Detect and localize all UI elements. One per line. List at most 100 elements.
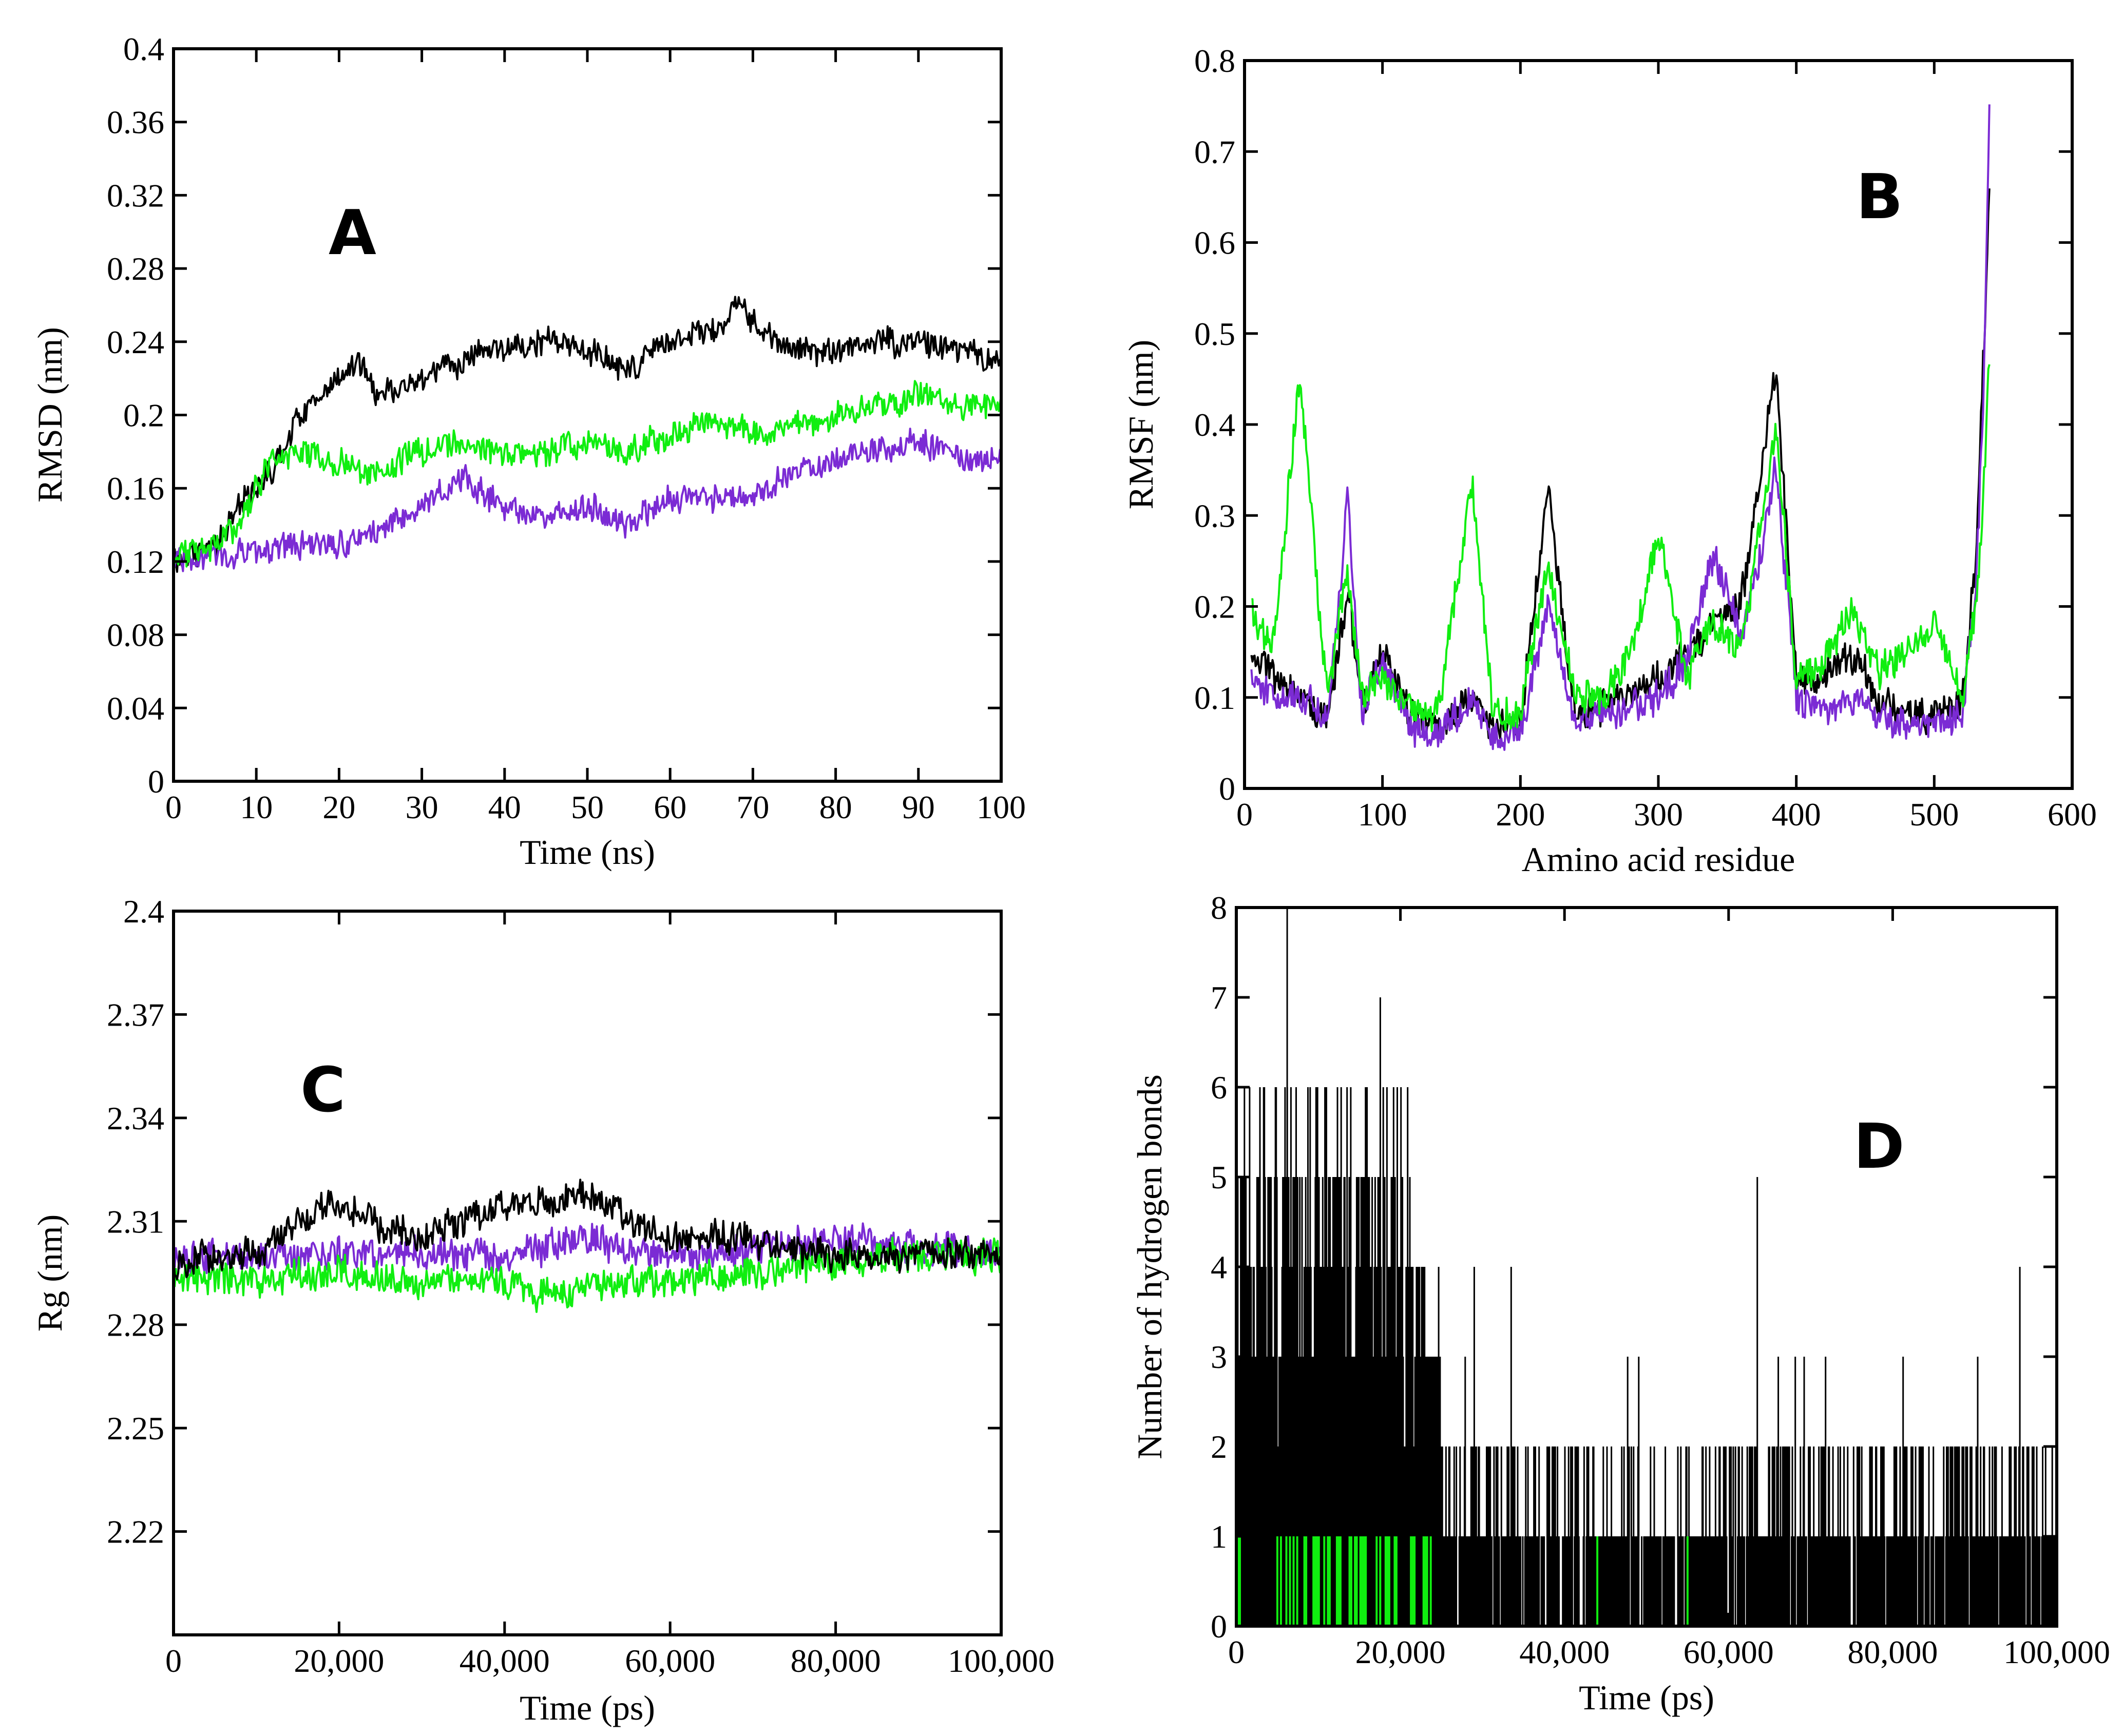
panel-c-ytick-label: 2.25 xyxy=(107,1410,164,1446)
panel-b-xtick-label: 400 xyxy=(1772,796,1821,833)
panel-a-ytick-label: 0.24 xyxy=(107,324,164,360)
panel-d-hbond-bars-black xyxy=(1235,997,2058,1626)
panel-b-plot-area xyxy=(1250,104,1991,751)
panel-c-xtick-label: 60,000 xyxy=(625,1643,715,1679)
panel-c-xtick-label: 80,000 xyxy=(791,1643,881,1679)
panel-a-ytick-label: 0.36 xyxy=(107,104,164,141)
panel-b-xlabel: Amino acid residue xyxy=(1522,840,1795,879)
panel-a-plot-area xyxy=(173,296,1002,573)
panel-d-hbond-chart: 0 20,000 40,000 60,000 80,000 100,000 0 1 2 3 4 5 6 7… xyxy=(1130,890,2110,1717)
panel-c-plot-area xyxy=(173,1179,1002,1313)
panel-c-ytick-label: 2.34 xyxy=(107,1100,164,1136)
panel-a-ytick-label: 0.32 xyxy=(107,177,164,214)
panel-a-xtick-label: 90 xyxy=(902,789,935,825)
panel-a-letter: A xyxy=(329,198,376,269)
panel-a-series-green xyxy=(173,380,1002,568)
panel-d-ytick-label: 5 xyxy=(1211,1159,1227,1195)
panel-c-xtick-label: 40,000 xyxy=(460,1643,550,1679)
panel-c-series-green xyxy=(173,1237,1002,1313)
panel-b-xtick-label: 100 xyxy=(1358,796,1407,833)
panel-c-letter: C xyxy=(300,1055,346,1126)
panel-c-ylabel: Rg (nm) xyxy=(30,1214,69,1332)
panel-a-xtick-label: 0 xyxy=(165,789,182,825)
panel-d-ytick-label: 0 xyxy=(1211,1608,1227,1645)
panel-c-ticks: 0 20,000 40,000 60,000 80,000 100,000 2.22 2.25… xyxy=(107,893,1055,1679)
panel-b-rmsf-chart: 0 100 200 300 400 500 600 0 0.1 0.2 0.3 0.4 0.5 0.6 0.… xyxy=(1121,43,2097,879)
panel-d-letter: D xyxy=(1853,1111,1905,1183)
panel-b-letter: B xyxy=(1856,162,1903,233)
panel-c-ytick-label: 2.31 xyxy=(107,1203,164,1240)
panel-d-ytick-label: 8 xyxy=(1211,890,1227,926)
panel-b-xtick-label: 500 xyxy=(1909,796,1959,833)
panel-a-ytick-label: 0.04 xyxy=(107,690,164,726)
panel-a-ytick-label: 0.28 xyxy=(107,250,164,287)
panel-a-ylabel: RMSD (nm) xyxy=(30,327,69,503)
panel-a-xtick-label: 40 xyxy=(488,789,521,825)
panel-b-ytick-label: 0.5 xyxy=(1194,316,1235,352)
panel-c-frame xyxy=(172,910,1003,1636)
panel-d-ylabel: Number of hydrogen bonds xyxy=(1130,1074,1169,1459)
panel-c-xtick-label: 20,000 xyxy=(294,1643,384,1679)
panel-d-xlabel: Time (ps) xyxy=(1579,1678,1714,1717)
panel-d-xtick-label: 40,000 xyxy=(1519,1634,1610,1670)
panel-d-ytick-label: 3 xyxy=(1211,1339,1227,1375)
panel-c-ytick-label: 2.37 xyxy=(107,996,164,1033)
panel-b-ytick-label: 0.6 xyxy=(1194,225,1235,261)
panel-b-xtick-label: 200 xyxy=(1496,796,1545,833)
panel-d-ytick-label: 2 xyxy=(1211,1429,1227,1465)
panel-b-ytick-label: 0.7 xyxy=(1194,133,1235,170)
panel-c-rg-chart: 0 20,000 40,000 60,000 80,000 100,000 2.22 2.25… xyxy=(30,893,1055,1727)
panel-a-ytick-label: 0 xyxy=(148,763,164,800)
panel-a-ytick-label: 0.2 xyxy=(123,397,164,434)
panel-a-series-black xyxy=(173,296,1002,573)
panel-b-ticks: 0 100 200 300 400 500 600 0 0.1 0.2 0.3 0.4 0.5 0.6 0.… xyxy=(1194,43,2097,833)
panel-c-xtick-label: 0 xyxy=(165,1643,182,1679)
panel-a-xtick-label: 80 xyxy=(819,789,852,825)
panel-d-ticks: 0 20,000 40,000 60,000 80,000 100,000 0 1 2 3 4 5 6 7… xyxy=(1211,890,2110,1670)
panel-c-ytick-label: 2.28 xyxy=(107,1307,164,1343)
panel-d-xtick-label: 0 xyxy=(1228,1634,1245,1670)
panel-a-xtick-label: 10 xyxy=(240,789,273,825)
panel-d-xtick-label: 80,000 xyxy=(1847,1634,1938,1670)
panel-a-ticks: 0 10 20 30 40 50 60 70 80 90 100 0 0.04 0.08 0.12 0.16 0… xyxy=(107,31,1026,825)
panel-d-hbond-bars-green xyxy=(1237,1536,1689,1626)
panel-c-series-black xyxy=(173,1179,1002,1281)
panel-a-ytick-label: 0.12 xyxy=(107,544,164,580)
panel-a-ytick-label: 0.08 xyxy=(107,617,164,653)
panel-b-ytick-label: 0.4 xyxy=(1194,407,1235,443)
panel-a-series-purple xyxy=(173,428,1002,572)
panel-c-xlabel: Time (ps) xyxy=(520,1688,655,1727)
panel-a-ytick-label: 0.4 xyxy=(123,31,164,67)
panel-a-rmsd-chart: 0 10 20 30 40 50 60 70 80 90 100 0 0.04 0.08 0.12 0.16 0… xyxy=(30,31,1026,872)
panel-a-xtick-label: 30 xyxy=(406,789,438,825)
panel-a-xtick-label: 100 xyxy=(977,789,1026,825)
panel-d-xtick-label: 60,000 xyxy=(1684,1634,1774,1670)
panel-c-ytick-label: 2.22 xyxy=(107,1514,164,1550)
panel-b-xtick-label: 300 xyxy=(1634,796,1683,833)
panel-b-ytick-label: 0.3 xyxy=(1194,497,1235,534)
panel-b-ytick-label: 0.8 xyxy=(1194,43,1235,79)
panel-d-ytick-label: 1 xyxy=(1211,1518,1227,1555)
panel-b-xtick-label: 0 xyxy=(1236,796,1253,833)
panel-c-series-purple xyxy=(173,1222,1002,1276)
panel-d-xtick-label: 20,000 xyxy=(1355,1634,1446,1670)
panel-c-xtick-label: 100,000 xyxy=(948,1643,1055,1679)
panel-d-ytick-label: 6 xyxy=(1211,1069,1227,1106)
panel-a-xtick-label: 20 xyxy=(322,789,355,825)
panel-d-xtick-label: 100,000 xyxy=(2003,1634,2110,1670)
panel-d-ytick-label: 7 xyxy=(1211,979,1227,1016)
panel-b-ytick-label: 0.2 xyxy=(1194,589,1235,625)
panel-a-xtick-label: 50 xyxy=(571,789,604,825)
panel-b-series-black xyxy=(1250,188,1991,740)
panel-b-series-green xyxy=(1251,364,1991,732)
panel-b-xtick-label: 600 xyxy=(2048,796,2097,833)
panel-b-ytick-label: 0 xyxy=(1219,770,1235,807)
panel-a-xtick-label: 60 xyxy=(654,789,686,825)
panel-b-ytick-label: 0.1 xyxy=(1194,680,1235,716)
panel-b-ylabel: RMSF (nm) xyxy=(1121,340,1160,510)
panel-d-ytick-label: 4 xyxy=(1211,1249,1227,1285)
panel-a-xlabel: Time (ns) xyxy=(520,833,655,872)
panel-a-xtick-label: 70 xyxy=(736,789,769,825)
panel-c-ytick-label: 2.4 xyxy=(123,893,164,930)
